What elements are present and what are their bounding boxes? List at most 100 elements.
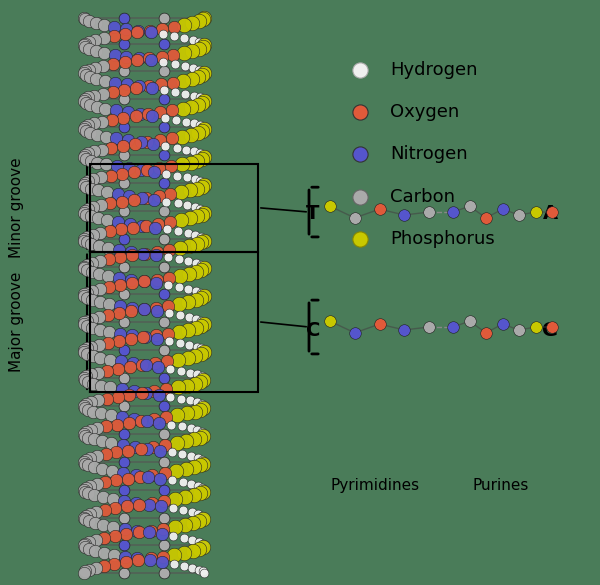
Point xyxy=(176,215,185,225)
Point xyxy=(188,63,198,73)
Point xyxy=(119,150,128,160)
Point xyxy=(88,351,98,360)
Point xyxy=(185,214,194,223)
Point xyxy=(199,485,209,494)
Point xyxy=(154,418,164,428)
Point xyxy=(124,418,134,428)
Point xyxy=(199,429,209,439)
Point xyxy=(168,504,178,513)
Text: G: G xyxy=(542,321,558,340)
Point xyxy=(79,264,89,273)
Point xyxy=(191,295,201,305)
Point xyxy=(133,556,143,565)
Point xyxy=(196,316,206,325)
Point xyxy=(131,111,140,121)
Point xyxy=(193,453,203,463)
Text: Nitrogen: Nitrogen xyxy=(390,146,467,163)
Point xyxy=(465,201,475,211)
Point xyxy=(198,539,208,548)
Point xyxy=(131,498,141,507)
Point xyxy=(85,16,94,26)
Point xyxy=(101,450,110,459)
Point xyxy=(199,431,208,441)
Point xyxy=(86,212,96,221)
Point xyxy=(97,409,106,418)
Text: Carbon: Carbon xyxy=(390,188,455,205)
Point xyxy=(199,264,209,273)
Point xyxy=(98,520,108,529)
Point xyxy=(184,269,194,278)
Point xyxy=(118,141,128,150)
Point xyxy=(99,33,109,43)
Point xyxy=(160,318,169,327)
Point xyxy=(193,509,203,518)
Point xyxy=(109,22,119,32)
Point xyxy=(86,370,96,379)
Point xyxy=(120,57,130,67)
Point xyxy=(80,234,89,243)
Point xyxy=(160,122,169,132)
Point xyxy=(144,500,154,509)
Point xyxy=(186,158,196,167)
Point xyxy=(130,167,139,177)
Point xyxy=(198,67,208,76)
Point xyxy=(102,188,112,197)
Point xyxy=(163,301,173,310)
Point xyxy=(86,398,95,407)
Point xyxy=(79,13,89,22)
Point xyxy=(91,35,100,44)
Point xyxy=(122,529,131,539)
Point xyxy=(191,324,200,333)
Point xyxy=(89,119,99,128)
Point xyxy=(173,199,182,208)
Point xyxy=(142,193,151,202)
Point xyxy=(116,225,126,234)
Point xyxy=(137,193,146,202)
Point xyxy=(198,95,208,104)
Point xyxy=(146,27,155,37)
Point xyxy=(375,205,385,214)
Point xyxy=(86,156,95,166)
Point xyxy=(400,325,409,335)
Point xyxy=(101,160,111,169)
Point xyxy=(197,371,206,381)
Point xyxy=(134,528,143,537)
Point xyxy=(187,507,197,517)
Point xyxy=(148,442,158,452)
Point xyxy=(325,201,335,211)
Point xyxy=(83,232,92,242)
Point xyxy=(133,554,142,563)
Point xyxy=(154,191,163,201)
Point xyxy=(86,425,95,435)
Point xyxy=(448,322,458,332)
Point xyxy=(92,424,102,433)
Point xyxy=(95,229,105,238)
Point xyxy=(94,269,104,278)
Point xyxy=(160,150,169,160)
Point xyxy=(172,171,182,180)
Point xyxy=(132,56,142,65)
Point xyxy=(141,360,151,370)
Point xyxy=(182,145,191,154)
Point xyxy=(187,479,196,488)
Point xyxy=(196,405,205,414)
Point xyxy=(199,541,209,550)
Point xyxy=(151,251,160,260)
Point xyxy=(191,267,201,277)
Point xyxy=(185,242,194,251)
Point xyxy=(160,262,169,271)
Point xyxy=(81,511,91,521)
Point xyxy=(123,108,133,117)
Point xyxy=(108,522,118,532)
Point xyxy=(514,325,524,335)
Point xyxy=(110,78,120,87)
Point xyxy=(79,401,89,411)
Point xyxy=(83,349,92,359)
Point xyxy=(114,245,124,254)
Point xyxy=(119,541,128,550)
Point xyxy=(80,292,89,301)
Point xyxy=(163,281,173,290)
Point xyxy=(80,539,90,548)
Point xyxy=(160,401,169,411)
Point xyxy=(350,214,359,223)
